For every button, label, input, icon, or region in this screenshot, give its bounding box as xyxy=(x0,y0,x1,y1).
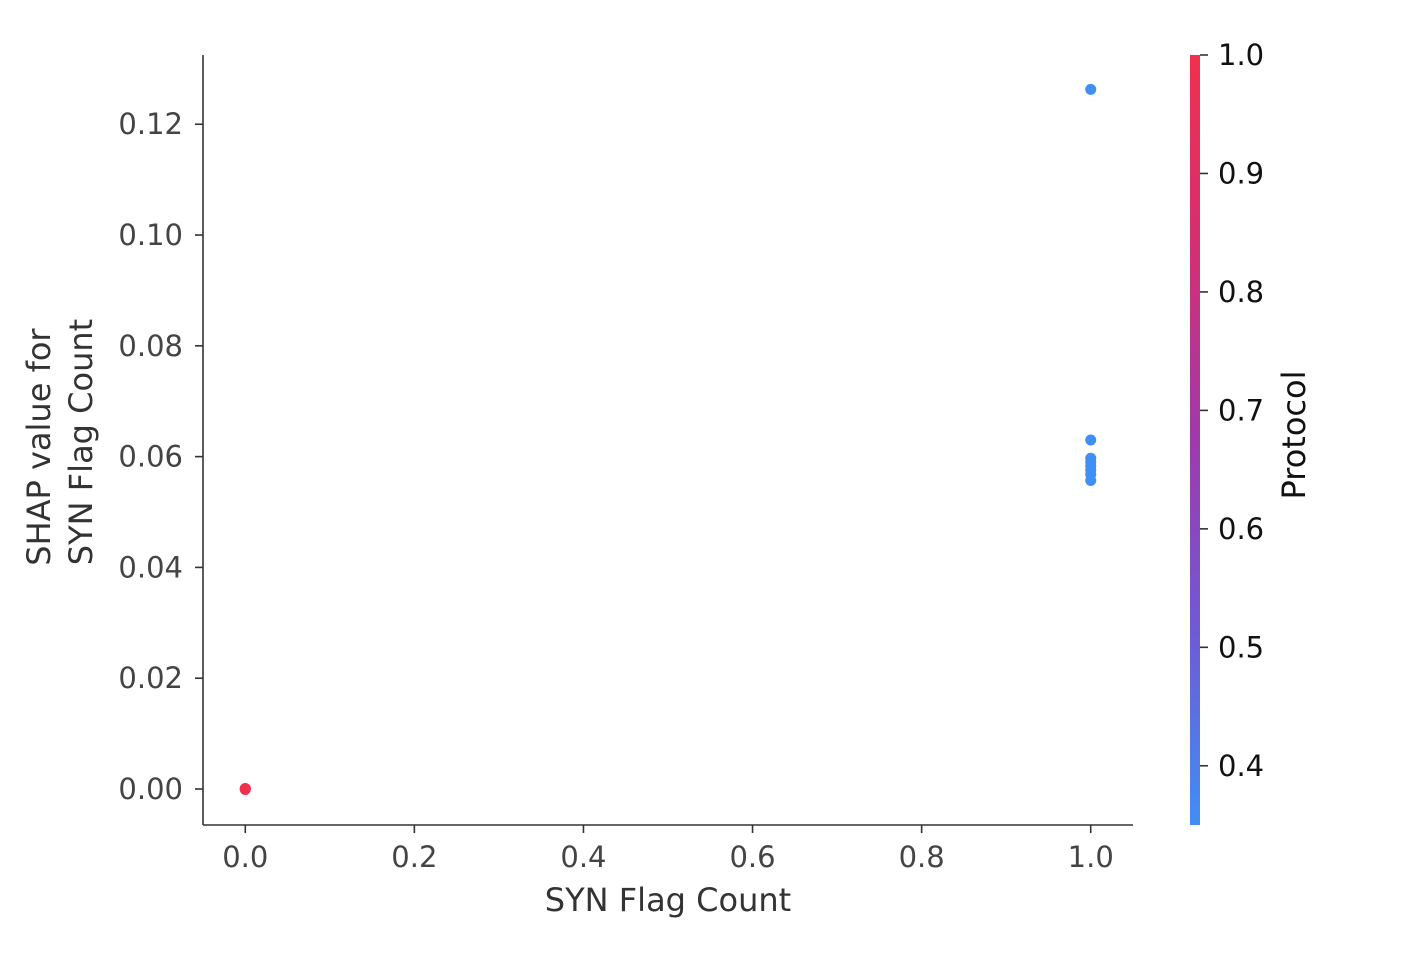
scatter-point xyxy=(1085,83,1097,95)
y-axis-label-line-1: SHAP value for xyxy=(20,328,58,566)
x-tick-label: 0.8 xyxy=(899,840,945,874)
y-tick-label: 0.08 xyxy=(118,329,183,363)
colorbar-tick-label: 0.7 xyxy=(1218,393,1264,427)
colorbar-tick-label: 0.5 xyxy=(1218,630,1264,664)
y-tick-label: 0.02 xyxy=(118,661,183,695)
scatter-points xyxy=(239,83,1097,796)
y-tick-label: 0.04 xyxy=(118,550,183,584)
x-axis-label: SYN Flag Count xyxy=(545,881,791,919)
colorbar-tick-label: 0.4 xyxy=(1218,749,1264,783)
scatter-point xyxy=(1085,474,1097,486)
y-tick-label: 0.10 xyxy=(118,218,183,252)
y-axis-ticks: 0.00 0.02 0.04 0.06 0.08 0.10 0.12 xyxy=(118,107,203,806)
plot-area: 0.0 0.2 0.4 0.6 0.8 1.0 0.000.020.040.060.080… xyxy=(118,55,1133,874)
colorbar: 0.4 0.5 0.6 0.7 0.8 0.9 1.0 Protocol xyxy=(1190,38,1313,825)
x-tick-label: 0.2 xyxy=(391,840,437,874)
colorbar-tick-label: 0.9 xyxy=(1218,156,1264,190)
y-tick-label: 0.00 xyxy=(118,772,183,806)
x-tick-label: 0.6 xyxy=(729,840,775,874)
colorbar-tick-label: 0.8 xyxy=(1218,275,1264,309)
colorbar-ticks: 0.4 0.5 0.6 0.7 0.8 0.9 1.0 xyxy=(1200,38,1264,783)
colorbar-tick-label: 0.6 xyxy=(1218,512,1264,546)
x-tick-label: 0.4 xyxy=(560,840,606,874)
scatter-point xyxy=(1085,434,1097,446)
y-axis-label: SHAP value for SYN Flag Count xyxy=(20,318,100,565)
colorbar-tick-label: 1.0 xyxy=(1218,38,1264,72)
scatter-point xyxy=(239,784,251,796)
y-tick-label: 0.12 xyxy=(118,107,183,141)
colorbar-gradient xyxy=(1190,55,1200,825)
x-tick-label: 1.0 xyxy=(1068,840,1114,874)
colorbar-label: Protocol xyxy=(1275,371,1313,500)
x-tick-label: 0.0 xyxy=(222,840,268,874)
y-axis-label-line-2: SYN Flag Count xyxy=(62,319,100,565)
y-tick-label: 0.06 xyxy=(118,440,183,474)
x-axis-ticks: 0.0 0.2 0.4 0.6 0.8 1.0 xyxy=(222,825,1114,874)
